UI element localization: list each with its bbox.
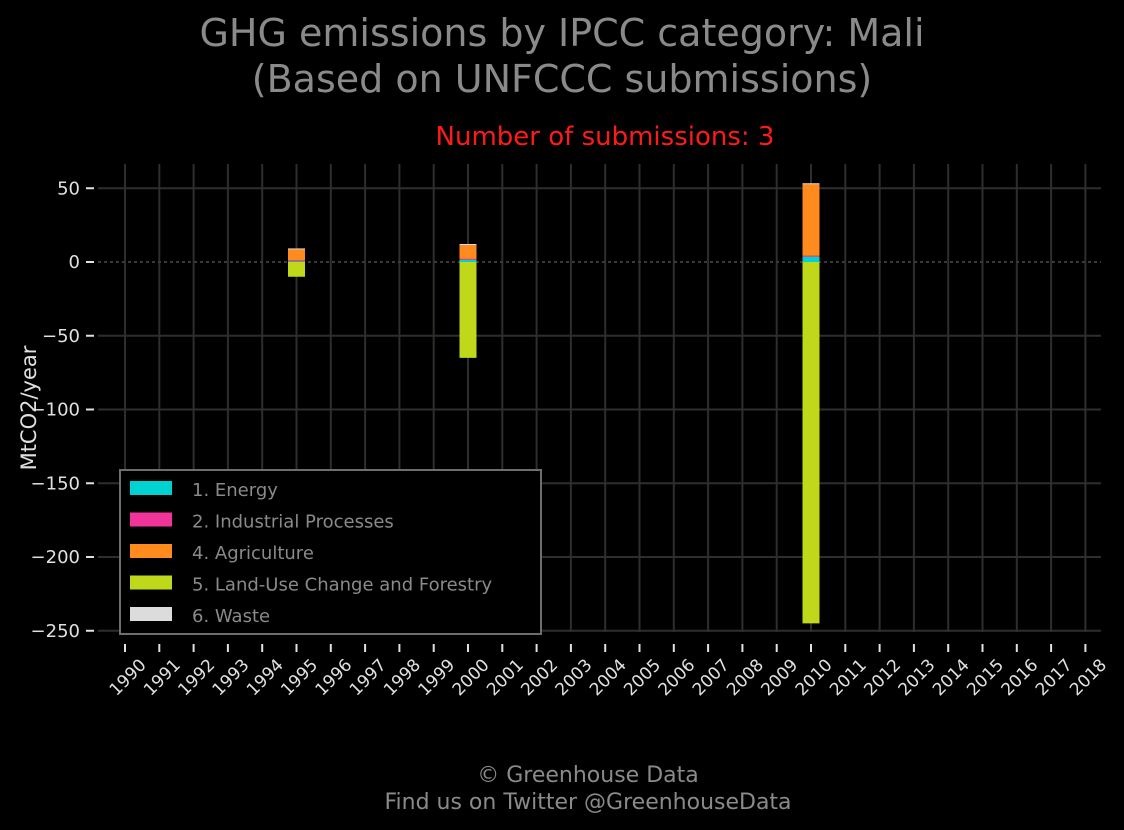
x-tick-label: 1999 xyxy=(415,655,460,700)
bar-1-energy-2000 xyxy=(459,259,477,262)
x-tick-label: 2012 xyxy=(860,655,905,700)
y-tick-label: 0 xyxy=(69,252,80,273)
x-tick-label: 2011 xyxy=(826,655,871,700)
x-tick-label: 1998 xyxy=(380,655,425,700)
bar-4-agriculture-1995 xyxy=(288,248,305,261)
x-tick-label: 2013 xyxy=(895,655,940,700)
legend-label: 1. Energy xyxy=(192,480,278,501)
x-tick-label: 1997 xyxy=(346,655,391,700)
bar-4-agriculture-2010 xyxy=(802,183,820,256)
x-tick-label: 1994 xyxy=(243,655,288,700)
y-tick-label: −50 xyxy=(42,326,80,347)
x-tick-label: 2016 xyxy=(998,655,1043,700)
x-tick-label: 2014 xyxy=(929,655,974,700)
legend-swatch xyxy=(130,481,172,495)
legend-label: 6. Waste xyxy=(192,606,270,627)
copyright-text: © Greenhouse Data xyxy=(477,763,699,788)
bar-5-land-use-change-and-forestry-2010 xyxy=(802,262,820,624)
bar-6-waste-2010 xyxy=(802,183,820,185)
bar-5-land-use-change-and-forestry-1995 xyxy=(288,262,305,277)
x-tick-label: 1996 xyxy=(312,655,357,700)
legend-swatch xyxy=(130,575,172,590)
x-tick-label: 2004 xyxy=(586,655,631,700)
legend-label: 5. Land-Use Change and Forestry xyxy=(192,575,492,596)
x-tick-label: 2007 xyxy=(689,655,734,700)
chart-title: GHG emissions by IPCC category: Mali (Ba… xyxy=(0,10,1124,102)
x-tick-label: 2005 xyxy=(620,655,665,700)
y-tick-label: −200 xyxy=(31,547,80,568)
y-tick-label: −100 xyxy=(31,400,80,421)
x-tick-label: 2010 xyxy=(792,655,837,700)
x-tick-label: 2018 xyxy=(1066,655,1111,700)
legend-swatch xyxy=(130,544,172,558)
x-tick-label: 2006 xyxy=(655,655,700,700)
x-tick-label: 1991 xyxy=(140,655,185,700)
x-tick-label: 2008 xyxy=(723,655,768,700)
bar-2-industrial-processes-1995 xyxy=(288,260,305,262)
twitter-text: Find us on Twitter @GreenhouseData xyxy=(384,790,792,815)
bar-2-industrial-processes-2000 xyxy=(459,258,477,260)
bars xyxy=(288,183,820,624)
title-line-2: (Based on UNFCCC submissions) xyxy=(251,57,873,101)
x-tick-label: 2000 xyxy=(449,655,494,700)
legend-label: 4. Agriculture xyxy=(192,543,314,564)
bar-5-land-use-change-and-forestry-2000 xyxy=(459,262,477,358)
y-tick-label: −250 xyxy=(31,621,80,642)
x-tick-label: 2009 xyxy=(758,655,803,700)
x-tick-label: 1995 xyxy=(277,655,322,700)
x-tick-label: 2015 xyxy=(963,655,1008,700)
legend-label: 2. Industrial Processes xyxy=(192,512,394,533)
chart-subtitle: Number of submissions: 3 xyxy=(435,122,775,152)
x-tick-label: 2001 xyxy=(483,655,528,700)
y-axis-label: MtCO2/year xyxy=(17,345,41,470)
bar-1-energy-2010 xyxy=(802,256,820,262)
y-tick-label: −150 xyxy=(31,473,80,494)
x-tick-label: 1992 xyxy=(174,655,219,700)
title-line-1: GHG emissions by IPCC category: Mali xyxy=(199,11,925,55)
legend-frame xyxy=(119,469,542,635)
footer: © Greenhouse Data Find us on Twitter @Gr… xyxy=(0,762,1124,816)
y-tick-label: 50 xyxy=(57,178,80,199)
legend-swatch xyxy=(130,512,172,527)
bar-4-agriculture-2000 xyxy=(459,244,477,259)
x-tick-label: 2003 xyxy=(552,655,597,700)
bar-6-waste-2000 xyxy=(459,244,477,246)
bar-6-waste-1995 xyxy=(288,248,305,250)
legend: 1. Energy 2. Industrial Processes 4. Agric… xyxy=(119,469,542,635)
bar-2-industrial-processes-2010 xyxy=(802,255,820,257)
x-tick-label: 1990 xyxy=(106,655,151,700)
legend-swatch xyxy=(130,607,172,621)
x-tick-label: 1993 xyxy=(209,655,254,700)
x-tick-label: 2017 xyxy=(1032,655,1077,700)
x-tick-label: 2002 xyxy=(517,655,562,700)
